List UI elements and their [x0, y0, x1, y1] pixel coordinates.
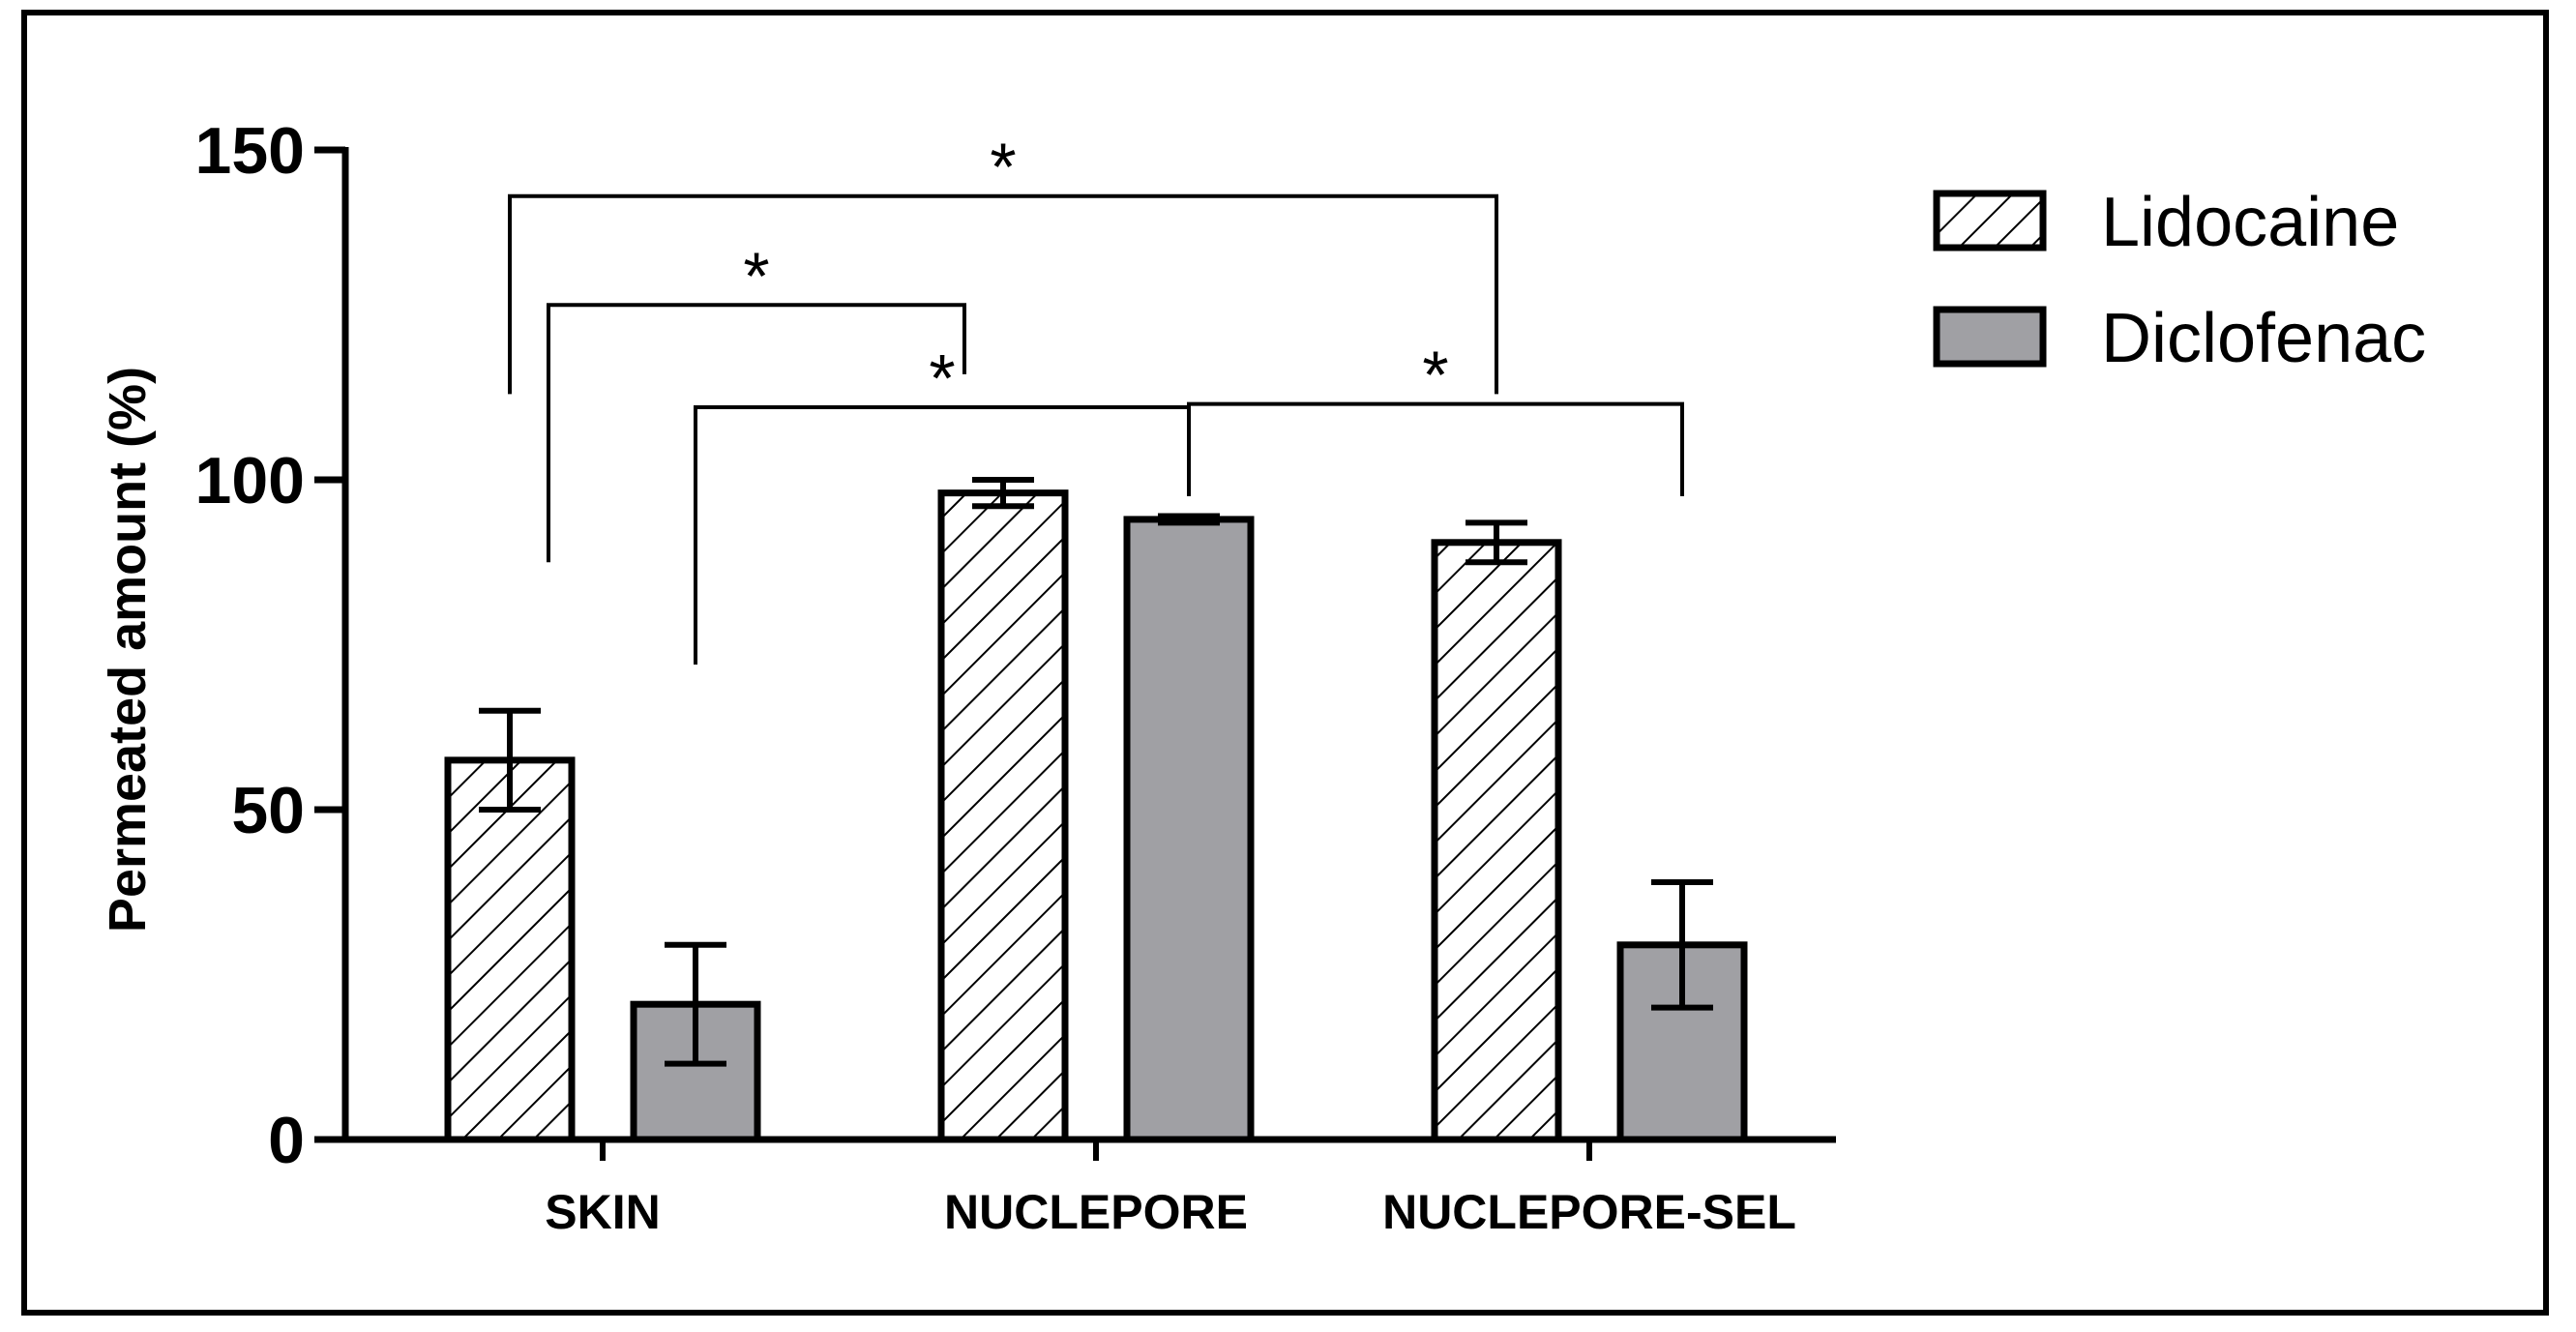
x-category-label: SKIN	[545, 1185, 660, 1239]
x-category-label: NUCLEPORE-SEL	[1382, 1185, 1796, 1239]
significance-bracket	[1187, 401, 1684, 497]
y-tick-label: 150	[195, 114, 305, 188]
bar-diclofenac-nuclepore	[1123, 516, 1255, 1143]
x-category-label: NUCLEPORE	[944, 1185, 1248, 1239]
bar-lidocaine-nuclepore	[937, 489, 1069, 1143]
figure-frame	[21, 10, 2549, 1316]
significance-bracket	[547, 303, 966, 563]
significance-bracket	[508, 193, 1498, 395]
legend-swatch-diclofenac	[1933, 306, 2047, 368]
y-axis-title: Permeated amount (%)	[99, 367, 157, 932]
legend-label-diclofenac: Diclofenac	[2101, 300, 2426, 377]
significance-star: *	[929, 340, 955, 416]
significance-star: *	[1422, 338, 1448, 413]
significance-star: *	[990, 130, 1016, 205]
bar-lidocaine-skin	[444, 756, 576, 1143]
y-tick-label: 50	[231, 774, 305, 847]
y-tick-label: 100	[195, 444, 305, 518]
legend-label-lidocaine: Lidocaine	[2101, 184, 2399, 261]
legend-swatch-lidocaine	[1933, 190, 2047, 252]
y-tick-label: 0	[268, 1104, 305, 1177]
bar-lidocaine-nuclepore-sel	[1431, 539, 1562, 1143]
significance-star: *	[743, 238, 769, 313]
